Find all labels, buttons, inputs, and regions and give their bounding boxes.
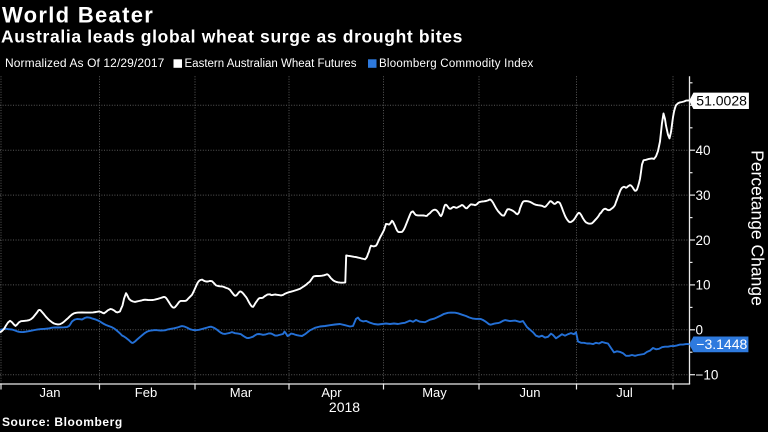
svg-text:40: 40 — [696, 143, 711, 158]
svg-text:World Beater: World Beater — [2, 2, 154, 27]
svg-text:Source: Bloomberg: Source: Bloomberg — [2, 415, 123, 429]
svg-text:Jun: Jun — [520, 385, 541, 400]
svg-text:Australia leads global wheat s: Australia leads global wheat surge as dr… — [1, 26, 463, 46]
svg-text:−10: −10 — [696, 368, 719, 383]
svg-text:Feb: Feb — [135, 385, 157, 400]
svg-text:Apr: Apr — [321, 385, 342, 400]
svg-text:51.0028: 51.0028 — [696, 93, 747, 109]
svg-text:Jan: Jan — [40, 385, 61, 400]
svg-text:Normalized As Of 12/29/2017: Normalized As Of 12/29/2017 — [5, 56, 165, 70]
svg-text:0: 0 — [696, 323, 704, 338]
svg-text:30: 30 — [696, 188, 711, 203]
svg-text:Jul: Jul — [616, 385, 633, 400]
svg-text:10: 10 — [696, 278, 711, 293]
svg-text:May: May — [422, 385, 447, 400]
svg-text:Percetange Change: Percetange Change — [748, 150, 768, 306]
svg-text:Mar: Mar — [230, 385, 253, 400]
svg-text:2018: 2018 — [329, 399, 360, 415]
svg-text:Eastern Australian Wheat Futur: Eastern Australian Wheat Futures — [185, 58, 357, 70]
svg-text:20: 20 — [696, 233, 711, 248]
svg-text:Bloomberg Commodity Index: Bloomberg Commodity Index — [379, 58, 534, 70]
svg-text:−3.1448: −3.1448 — [696, 336, 747, 352]
